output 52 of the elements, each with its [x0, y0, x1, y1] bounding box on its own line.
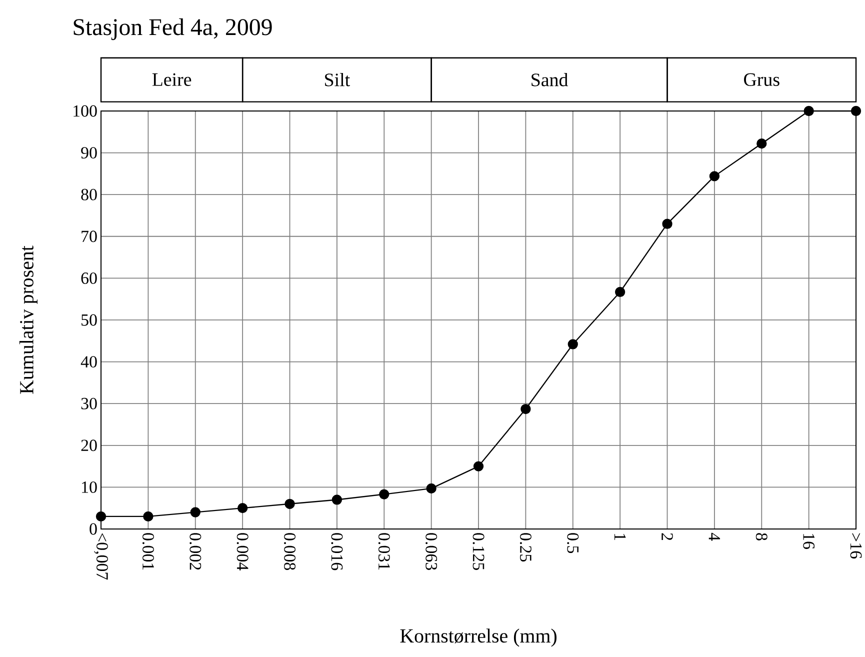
y-tick-label: 50: [82, 314, 97, 326]
point: [237, 503, 248, 514]
y-tick-label: 10: [82, 481, 97, 493]
point: [568, 339, 578, 350]
y-tick-label: 40: [80, 356, 97, 368]
point: [379, 489, 390, 500]
x-tick-label: 0.125: [472, 533, 484, 570]
x-tick-label: 4: [708, 532, 720, 541]
x-tick-label: 0.031: [378, 533, 390, 570]
y-tick-label: 60: [81, 272, 97, 284]
chart-title: Stasjon Fed 4a, 2009: [74, 18, 272, 40]
point: [850, 106, 862, 116]
point: [143, 511, 154, 522]
x-tick-label: 0.25: [520, 533, 532, 562]
x-tick-label: 0.016: [331, 533, 343, 570]
text: Grus: [744, 73, 780, 86]
text: Silt: [325, 72, 350, 86]
point: [426, 483, 436, 494]
x-tick-label: >16: [850, 533, 862, 558]
y-axis-title: Kumulativ prosent: [19, 246, 38, 394]
point: [709, 171, 720, 182]
point: [473, 461, 484, 472]
x-tick-label: 0.004: [236, 533, 248, 570]
x-tick-label: 0.002: [190, 533, 202, 570]
y-tick-label: 70: [82, 230, 97, 242]
y-tick-label: 90: [81, 147, 97, 159]
y-tick-label: 80: [81, 188, 97, 200]
x-tick-label: 0.5: [567, 533, 579, 554]
point: [96, 511, 106, 522]
x-tick-label: 8: [756, 533, 768, 540]
x-tick-label: 1: [614, 534, 626, 540]
point: [662, 218, 672, 229]
x-tick-label: 0.063: [426, 533, 438, 570]
y-tick-label: 0: [90, 523, 97, 535]
y-tick-label: 30: [81, 398, 97, 410]
y-tick-label: 20: [81, 440, 97, 452]
y-tick-label: 100: [74, 105, 97, 117]
x-tick-label: <0,007: [94, 533, 108, 580]
point: [332, 494, 342, 505]
point: [804, 106, 814, 116]
point: [614, 286, 626, 298]
x-tick-label: 16: [803, 534, 815, 549]
x-axis-title: Kornstørrelse (mm): [400, 628, 556, 647]
text: Leire: [152, 73, 192, 86]
x-tick-label: 2: [662, 533, 673, 540]
x-tick-label: 0.001: [142, 533, 154, 570]
point: [520, 404, 531, 414]
point: [756, 138, 767, 149]
x-tick-label: 0.008: [284, 533, 296, 570]
text: Sand: [532, 72, 568, 86]
point: [190, 507, 200, 518]
point: [284, 498, 295, 509]
